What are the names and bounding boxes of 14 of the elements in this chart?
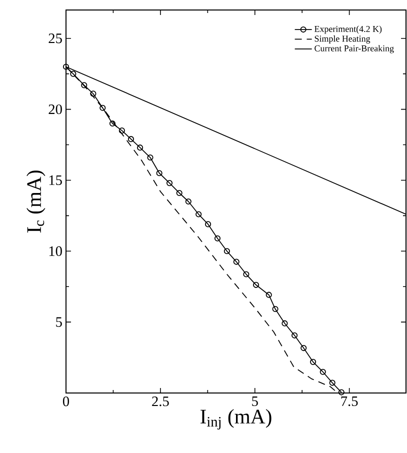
- y-tick-label: 10: [49, 246, 62, 256]
- legend-label: Experiment(4.2 K): [314, 26, 382, 34]
- x-tick-label: 0: [62, 396, 70, 406]
- legend-label: Simple Heating: [314, 35, 370, 44]
- y-tick-label: 15: [49, 175, 62, 186]
- y-tick-label: 20: [48, 104, 62, 114]
- y-tick-label: 25: [48, 34, 62, 44]
- y-tick-label: 5: [56, 317, 62, 327]
- x-axis-title: I$_{inj}$ (mA): [200, 409, 272, 430]
- x-tick-label: 2.5: [152, 396, 169, 406]
- x-tick-label: 7.5: [341, 396, 358, 406]
- y-axis-title: I$_{c}$ (mA): [26, 170, 46, 233]
- x-tick-label: 5: [252, 396, 258, 406]
- legend-label: Current Pair-Breaking: [314, 45, 394, 54]
